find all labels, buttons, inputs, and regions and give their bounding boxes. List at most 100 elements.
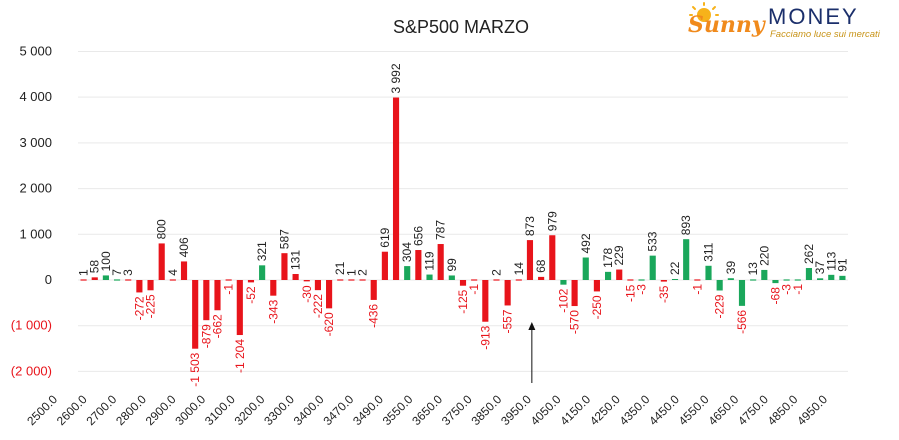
bar [761,269,768,280]
y-tick-label: 2 000 [19,181,52,196]
data-label: 21 [333,261,347,275]
data-label: -3 [780,284,794,295]
bar [370,280,377,300]
data-label: 873 [523,216,537,236]
data-label: 119 [423,251,437,270]
data-label: 7 [110,269,124,276]
data-label: 113 [824,251,838,270]
data-label: 656 [411,226,425,246]
bars [80,97,846,349]
data-label: -662 [211,314,225,338]
bar [817,278,824,280]
data-label: 619 [378,227,392,247]
bar [102,275,109,280]
data-label: -125 [456,289,470,313]
x-tick-label: 3000.0 [172,392,208,428]
data-label: 22 [668,261,682,275]
bar [136,280,143,293]
x-tick-label: 3200.0 [232,392,268,428]
data-label: -229 [713,294,727,318]
data-label: 14 [512,262,526,276]
bar [783,279,790,281]
data-label: 2 [490,269,504,276]
data-label: -570 [568,310,582,334]
bar [147,280,154,291]
bar [727,278,734,280]
bar [671,278,679,280]
bar [437,244,444,280]
x-tick-label: 2700.0 [83,392,119,428]
data-label: -30 [300,285,314,303]
x-tick-label: 3750.0 [439,392,475,428]
bar [113,279,121,281]
bar [828,274,835,280]
data-label: -1 [222,284,236,295]
data-label: -343 [266,299,280,323]
data-label: 3 [121,269,135,276]
data-label: 68 [534,259,548,273]
data-label: 787 [434,220,448,240]
x-tick-label: 4650.0 [705,392,741,428]
data-label: 406 [177,237,191,257]
bar [426,274,433,280]
bar [158,243,165,280]
x-tick-label: 4150.0 [557,392,593,428]
data-label: 39 [724,261,738,275]
data-label: -222 [311,294,325,318]
y-tick-label: (2 000) [11,363,52,378]
bar [415,250,422,280]
data-label: 321 [255,241,269,261]
bar [750,279,757,281]
data-label: 262 [802,244,816,264]
bar [538,276,545,280]
data-label: 533 [646,231,660,251]
bar [448,275,455,280]
arrow-head [528,322,536,330]
bar [192,280,199,349]
bar [805,268,813,280]
bar [526,240,534,280]
x-tick-label: 2800.0 [113,392,149,428]
bar [593,280,600,292]
sunnymoney-logo: Sunny MONEY Facciamo luce sui mercati [688,2,881,40]
bar [236,280,243,336]
bar [359,279,366,281]
bar [125,279,132,281]
x-tick-label: 3300.0 [261,392,297,428]
data-label: 800 [155,219,169,239]
data-label: -1 [690,284,704,295]
x-tick-label: 2600.0 [54,392,90,428]
x-tick-label: 4350.0 [617,392,653,428]
bar [203,280,210,321]
data-label: -250 [590,295,604,319]
data-label: -52 [244,286,258,304]
sun-icon [689,2,719,22]
data-label: 100 [99,251,113,271]
bar [303,280,310,282]
x-tick-label: 4950.0 [794,392,830,428]
y-tick-label: 4 000 [19,89,52,104]
bar [459,280,467,286]
data-label: 2 [356,269,370,276]
bar [649,255,656,280]
bar [638,279,645,281]
data-label: -68 [769,287,783,305]
data-label: -566 [735,310,749,334]
bar [683,239,690,280]
data-label: 4 [166,269,180,276]
bar [326,280,333,309]
y-tick-label: 3 000 [19,135,52,150]
bar [627,279,634,281]
data-label: 1 [77,269,91,276]
bar [247,280,255,283]
data-label: 587 [277,229,291,249]
x-tick-label: 3650.0 [409,392,445,428]
bar [772,280,779,284]
y-tick-label: 0 [45,272,52,287]
bar [705,265,712,280]
chart-title: S&P500 MARZO [393,17,529,37]
data-label: 37 [813,261,827,275]
data-label: -1 204 [233,339,247,373]
